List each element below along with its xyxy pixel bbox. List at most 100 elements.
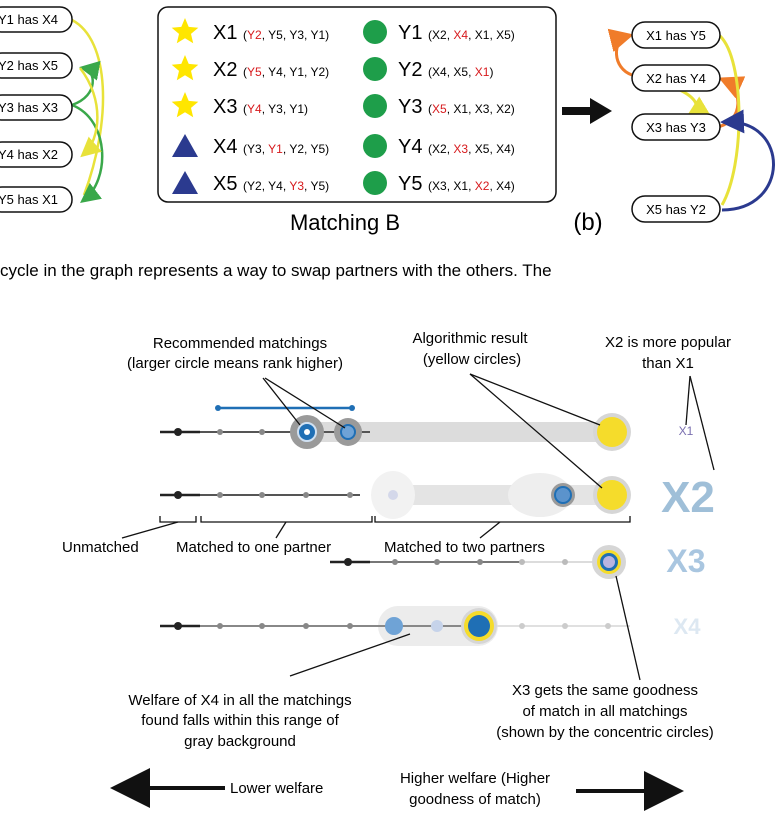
edge-blue [720, 109, 775, 212]
annotation-x3-same: (shown by the concentric circles) [496, 724, 714, 741]
graph-node: Y1 has X4 [0, 6, 73, 33]
annotation-popular: X2 is more popular [605, 334, 731, 351]
right-graph: X1 has Y5 X2 has Y4 X3 has Y3 X5 has Y2 [607, 21, 775, 223]
preference-item: X2 [475, 179, 490, 193]
node-label: X2 has Y4 [646, 71, 706, 86]
label-higher-welfare: Higher welfare (Higher [400, 770, 550, 787]
top-left-graph: Y1 has X4 Y2 has X5 Y3 has X3 Y4 has X2 … [0, 6, 105, 213]
preference-list: X2 (Y5, Y4, Y1, Y2) [213, 59, 329, 81]
bracket-unmatched [159, 516, 197, 523]
preference-item: Y3 [289, 28, 304, 42]
agent-name: X2 [213, 59, 243, 81]
preference-item: Y3 [289, 179, 304, 193]
node-label: X5 has Y2 [646, 202, 706, 217]
unmatched-dot [174, 622, 182, 630]
matching-b-panel: X1 (Y2, Y5, Y3, Y1) X2 (Y5, Y4, Y1, Y2) X3… [157, 6, 557, 235]
annotation-x4-range: found falls within this range of [141, 712, 339, 729]
preference-list: Y1 (X2, X4, X1, X5) [398, 22, 515, 44]
graph-node: Y4 has X2 [0, 141, 73, 168]
agent-name: Y2 [398, 59, 428, 81]
node-label: Y1 has X4 [0, 12, 58, 27]
star-icon [171, 18, 199, 44]
edge-yellow [79, 67, 102, 158]
preference-list: X3 (Y4, Y3, Y1) [213, 96, 308, 118]
edge-yellow [679, 88, 712, 120]
triangle-icon [172, 171, 198, 194]
node-label: Y3 has X3 [0, 100, 58, 115]
welfare-rows: X1 X2 [160, 405, 715, 646]
preference-item: X3 [453, 142, 468, 156]
preference-item: Y4 [268, 179, 283, 193]
row-label-x1: X1 [679, 424, 694, 438]
agent-name: Y4 [398, 136, 428, 158]
agent-name: Y5 [398, 173, 428, 195]
transform-arrow [562, 98, 612, 124]
annotation-recommended: (larger circle means rank higher) [127, 355, 343, 372]
preference-item: Y1 [289, 65, 304, 79]
unmatched-dot [174, 428, 182, 436]
preference-list: X1 (Y2, Y5, Y3, Y1) [213, 22, 329, 44]
annotation-popular: than X1 [642, 355, 694, 372]
label-two-partners: Matched to two partners [384, 539, 545, 556]
preference-item: X3 [432, 179, 447, 193]
preference-item: X4 [453, 28, 468, 42]
welfare-range [290, 422, 610, 442]
preference-item: Y5 [268, 28, 283, 42]
preference-item: X1 [475, 65, 490, 79]
agent-name: Y3 [398, 96, 428, 118]
preference-item: Y1 [310, 28, 325, 42]
preference-item: X5 [496, 28, 511, 42]
preference-item: X3 [475, 102, 490, 116]
annotation-x3-same: X3 gets the same goodness [512, 682, 698, 699]
circle-icon [363, 57, 387, 81]
tick-dot [217, 429, 223, 435]
circle-icon [363, 134, 387, 158]
graph-node: Y3 has X3 [0, 94, 73, 121]
preference-item: X4 [496, 142, 511, 156]
node-label: Y5 has X1 [0, 192, 58, 207]
annotation-algorithmic: Algorithmic result [412, 330, 528, 347]
annotation-x4-range: Welfare of X4 in all the matchings [128, 692, 351, 709]
annotation-x3-same: of match in all matchings [522, 703, 687, 720]
preference-list: X5 (Y2, Y4, Y3, Y5) [213, 173, 329, 195]
graph-node: X2 has Y4 [631, 64, 721, 92]
graph-node: Y2 has X5 [0, 52, 73, 79]
caption-fragment: cycle in the graph represents a way to s… [0, 261, 552, 280]
graph-node: X1 has Y5 [631, 21, 721, 49]
unmatched-dot [344, 558, 352, 566]
preference-list: Y5 (X3, X1, X2, X4) [398, 173, 515, 195]
agent-name: X5 [213, 173, 243, 195]
annotation-algorithmic: (yellow circles) [423, 351, 521, 368]
agent-name: X4 [213, 136, 243, 158]
preference-item: Y3 [247, 142, 262, 156]
graph-node: Y5 has X1 [0, 186, 73, 213]
node-label: Y4 has X2 [0, 147, 58, 162]
preference-list: Y2 (X4, X5, X1) [398, 59, 493, 81]
tick-dot [259, 429, 265, 435]
circle-icon [363, 94, 387, 118]
preference-item: Y5 [310, 142, 325, 156]
matching-b-rows: X1 (Y2, Y5, Y3, Y1) X2 (Y5, Y4, Y1, Y2) X3… [171, 18, 515, 195]
welfare-row-x2: X2 [160, 471, 715, 522]
preference-item: X1 [475, 28, 490, 42]
preference-item: Y2 [289, 142, 304, 156]
edge-green [71, 60, 101, 107]
preference-item: Y1 [268, 142, 283, 156]
bracket-two-partners [374, 516, 631, 523]
label-unmatched: Unmatched [62, 539, 139, 556]
preference-item: X5 [475, 142, 490, 156]
preference-item: X5 [453, 65, 468, 79]
preference-item: Y3 [268, 102, 283, 116]
welfare-row-x1: X1 [160, 405, 694, 451]
label-higher-welfare: goodness of match) [409, 791, 541, 808]
graph-node: X5 has Y2 [631, 195, 721, 223]
preference-item: X4 [432, 65, 447, 79]
recommended-match-small [385, 617, 403, 635]
preference-item: X2 [432, 28, 447, 42]
preference-item: Y5 [247, 65, 262, 79]
annotation-x4-range: gray background [184, 733, 296, 750]
matching-b-box [157, 6, 557, 203]
star-icon [171, 55, 199, 81]
preference-item: Y1 [289, 102, 304, 116]
